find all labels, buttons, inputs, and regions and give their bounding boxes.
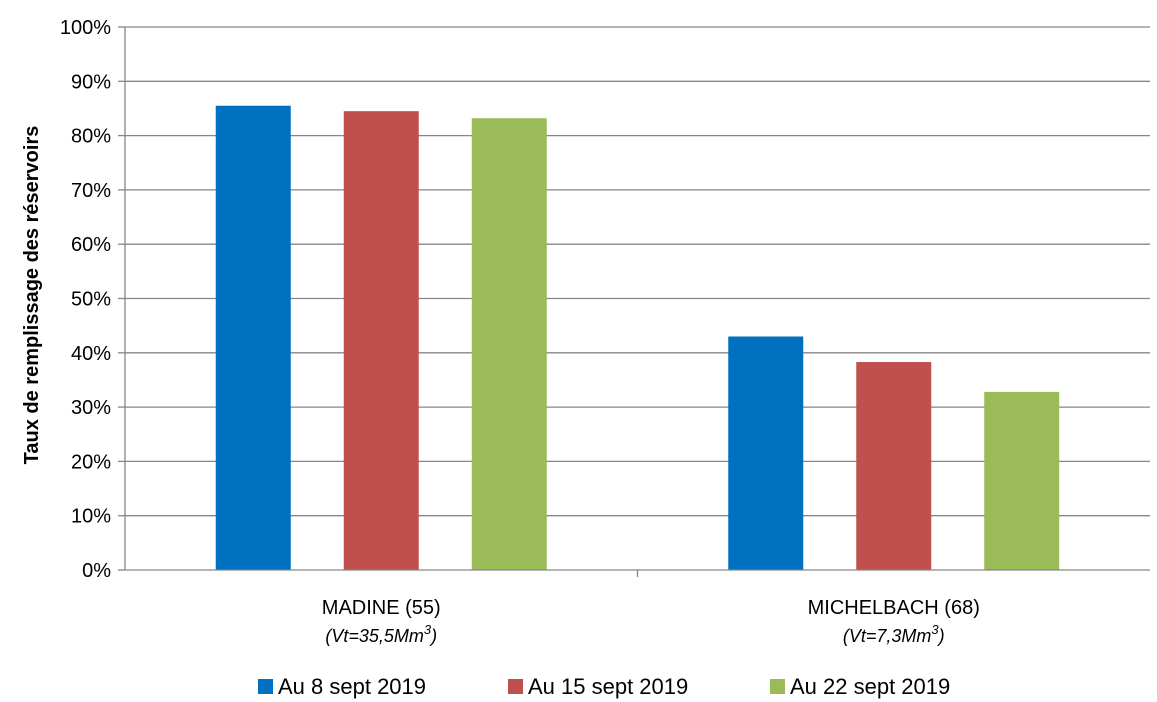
bar bbox=[471, 118, 547, 570]
bar bbox=[343, 111, 419, 570]
legend-label: Au 15 sept 2019 bbox=[528, 674, 688, 699]
bar bbox=[984, 391, 1060, 570]
y-tick-label: 80% bbox=[71, 126, 111, 148]
gridlines bbox=[125, 26, 1150, 517]
x-category-label: MADINE (55) bbox=[322, 597, 441, 619]
legend-swatch bbox=[508, 679, 523, 694]
bars bbox=[215, 105, 1060, 571]
y-tick-label: 40% bbox=[71, 343, 111, 365]
y-tick-label: 10% bbox=[71, 506, 111, 528]
legend: Au 8 sept 2019 Au 15 sept 2019 Au 22 sept … bbox=[258, 674, 950, 699]
y-tick-label: 70% bbox=[71, 180, 111, 202]
y-tick-label: 100% bbox=[60, 17, 111, 39]
y-tick-label: 60% bbox=[71, 234, 111, 256]
legend-swatch bbox=[258, 679, 273, 694]
bar bbox=[856, 362, 932, 570]
legend-label: Au 22 sept 2019 bbox=[790, 674, 950, 699]
axes bbox=[124, 27, 1150, 577]
x-category-sublabel: (Vt=7,3Mm3) bbox=[843, 622, 945, 646]
y-axis-label: Taux de remplissage des réservoirs bbox=[21, 126, 43, 465]
x-category-label: MICHELBACH (68) bbox=[808, 597, 980, 619]
y-tick-label: 30% bbox=[71, 397, 111, 419]
bar bbox=[728, 336, 804, 570]
legend-label: Au 8 sept 2019 bbox=[278, 674, 426, 699]
y-tick-label: 90% bbox=[71, 71, 111, 93]
legend-swatch bbox=[770, 679, 785, 694]
y-tick-label: 50% bbox=[71, 289, 111, 311]
x-category-sublabel: (Vt=35,5Mm3) bbox=[325, 622, 437, 646]
y-axis-ticks: 0% 10% 20% 30% 40% 50% 60% 70% 80% 90% 100% bbox=[60, 17, 125, 582]
bar bbox=[215, 105, 291, 571]
x-axis-labels: MADINE (55) (Vt=35,5Mm3) MICHELBACH (68) (V… bbox=[322, 597, 980, 646]
y-tick-label: 20% bbox=[71, 451, 111, 473]
y-tick-label: 0% bbox=[82, 560, 111, 582]
